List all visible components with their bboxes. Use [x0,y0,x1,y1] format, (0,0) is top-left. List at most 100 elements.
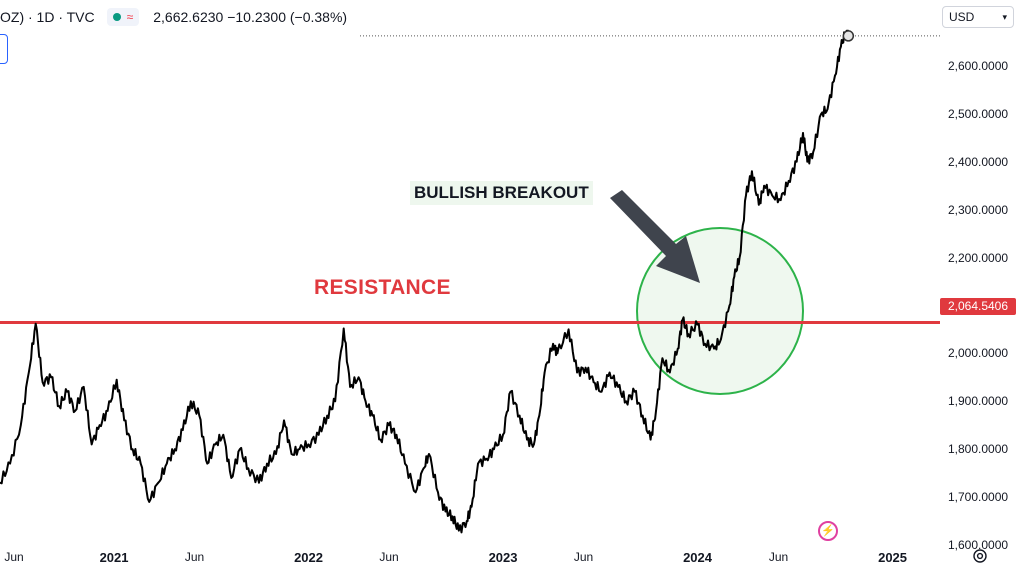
resistance-price-tag: 2,064.5406 [940,298,1016,315]
y-tick-label: 1,800.0000 [948,442,1009,457]
price-point [326,414,328,417]
price-point [34,322,37,325]
price-point [779,199,782,201]
price-point [795,160,798,163]
price-point [840,45,842,48]
price-point [437,491,439,494]
price-point [470,505,473,508]
price-point [820,113,822,115]
price-point [131,448,134,450]
last-price-marker[interactable] [842,30,855,42]
price-point [533,443,535,446]
price-point [173,448,176,450]
y-tick-label: 1,700.0000 [948,490,1009,505]
price-point [617,386,619,388]
breakout-arrow [610,190,700,283]
price-point [806,160,809,163]
price-point [584,366,587,369]
price-point [720,338,722,340]
price-point [669,371,671,374]
price-point [733,275,736,278]
price-point [222,434,225,436]
symbol-label[interactable]: OZ) · 1D · TVC [0,9,95,25]
price-point [704,342,706,345]
price-point [576,371,578,374]
price-point [567,328,570,331]
y-tick-label: 2,500.0000 [948,106,1009,121]
price-point [751,170,753,173]
price-point [247,467,250,470]
price-point [181,429,184,431]
price-point [290,453,293,455]
price-point [214,443,217,446]
y-tick-label: 1,900.0000 [948,394,1009,409]
lightning-icon[interactable]: ⚡ [818,521,838,541]
price-point [608,371,611,374]
price-point [74,410,76,412]
breakout-label: BULLISH BREAKOUT [410,181,593,205]
x-tick-label: Jun [379,550,399,564]
price-point [165,462,168,465]
price-point [758,204,760,206]
price-point [258,481,260,484]
price-point [493,448,495,450]
x-tick-label: 2025 [878,550,908,565]
price-point [157,481,160,484]
price-point [404,462,406,465]
price-point [58,405,60,407]
price-point [538,414,541,417]
price-point [395,434,398,436]
settings-gear-icon[interactable] [972,548,988,564]
price-point [509,390,512,393]
price-point [552,342,554,345]
price-point [106,410,109,412]
x-tick-label: Jun [573,550,594,564]
x-tick-label: 2023 [488,550,518,565]
price-point [275,453,277,455]
price-point [649,438,652,441]
price-point [713,347,715,350]
currency-value: USD [949,10,975,24]
price-point [123,419,125,422]
price-info: 2,662.6230 −10.2300 (−0.38%) [153,9,348,25]
price-point [451,515,454,518]
x-tick-label: 2024 [683,550,712,565]
price-point [334,400,336,403]
price-point [543,371,546,374]
chevron-down-icon: ▾ [1002,11,1007,22]
price-point [414,491,417,494]
price-point [206,462,209,465]
price-point [655,410,657,412]
price-point [625,400,627,403]
price-point [661,357,664,359]
price-point [189,400,192,403]
price-point [238,448,241,450]
x-tick-label: Jun [184,550,205,564]
currency-select[interactable]: USD ▾ [942,6,1014,28]
price-point [230,477,233,479]
y-tick-label: 2,000.0000 [948,346,1009,361]
price-point [50,376,52,379]
panel-edge-button[interactable] [0,34,8,64]
price-point [283,419,285,422]
price-point [687,333,690,336]
price-series-line [0,29,850,534]
price-point [526,438,528,441]
price-points [0,31,850,532]
price-point [66,390,68,393]
price-point [9,462,11,465]
price-point [82,386,85,388]
price-point [518,414,521,417]
price-point [342,327,345,330]
y-tick-label: 2,600.0000 [948,58,1009,73]
price-point [139,462,142,465]
price-point [379,438,382,441]
price-point [98,424,101,427]
price-point [738,256,741,259]
price-point [745,194,747,197]
market-status-pill[interactable]: ≈ [106,8,140,26]
price-point [371,414,374,417]
price-point [771,194,773,197]
y-tick-label: 2,300.0000 [948,202,1009,217]
